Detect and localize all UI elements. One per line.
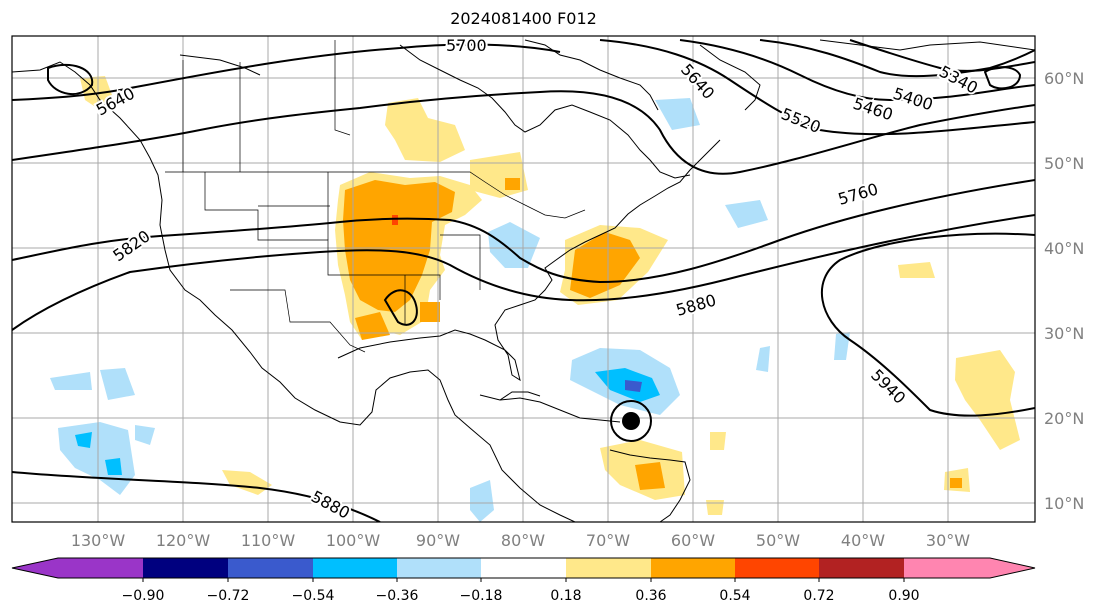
contour-label: 5520 [779, 104, 824, 137]
colorbar-tick: −0.18 [460, 588, 503, 604]
colorbar-tick: −0.72 [207, 588, 250, 604]
contour-label: 5820 [109, 226, 153, 265]
lon-label: 70°W [586, 531, 630, 550]
colorbar-segment [566, 558, 651, 578]
lat-label: 40°N [1044, 239, 1084, 258]
colorbar-tick: 0.90 [888, 588, 919, 604]
contour-label: 5460 [851, 94, 896, 125]
colorbar-segment [397, 558, 481, 578]
colorbar-tick: 0.72 [803, 588, 834, 604]
colorbar: −0.90 −0.72 −0.54 −0.36 −0.18 0.18 0.36 … [11, 557, 1036, 604]
colorbar-outline [11, 557, 1036, 579]
political-borders [165, 40, 586, 353]
lat-label: 30°N [1044, 324, 1084, 343]
height-contours [12, 39, 1035, 522]
contour-label: 5640 [677, 60, 718, 103]
coastlines [12, 39, 1035, 522]
lon-label: 60°W [671, 531, 715, 550]
colorbar-tick: −0.54 [292, 588, 335, 604]
lon-label: 130°W [71, 531, 126, 550]
lat-label: 10°N [1044, 494, 1084, 513]
longitude-labels: 130°W 120°W 110°W 100°W 90°W 80°W 70°W 6… [71, 531, 970, 550]
colorbar-segment [58, 558, 143, 578]
colorbar-segment [313, 558, 397, 578]
contour-label: 5760 [836, 179, 880, 208]
colorbar-segment [143, 558, 228, 578]
anomaly-shading [50, 76, 1020, 522]
map-frame [11, 35, 1036, 523]
colorbar-tick: 0.54 [719, 588, 750, 604]
contour-label: 5880 [308, 487, 353, 523]
contour-label: 5400 [891, 84, 936, 115]
colorbar-segment [735, 558, 819, 578]
lat-label: 50°N [1044, 154, 1084, 173]
lat-label: 60°N [1044, 69, 1084, 88]
lon-label: 50°W [756, 531, 800, 550]
lon-label: 110°W [241, 531, 296, 550]
colorbar-segment [651, 558, 735, 578]
contour-label: 5700 [446, 36, 487, 55]
contour-labels: 5700 5640 5640 5520 5460 5400 5340 5760 … [91, 36, 983, 523]
lon-label: 40°W [841, 531, 885, 550]
contour-label: 5940 [867, 365, 909, 407]
contour-label: 5880 [674, 290, 718, 319]
lon-label: 90°W [416, 531, 460, 550]
colorbar-segment [481, 558, 566, 578]
lon-label: 120°W [156, 531, 211, 550]
colorbar-tick: 0.36 [635, 588, 666, 604]
colorbar-tick: −0.90 [122, 588, 165, 604]
contour-label: 5340 [936, 62, 981, 98]
lon-label: 80°W [501, 531, 545, 550]
colorbar-segment [819, 558, 904, 578]
map-title: 2024081400 F012 [450, 9, 597, 28]
lat-label: 20°N [1044, 409, 1084, 428]
colorbar-segment [904, 558, 1035, 578]
colorbar-tick: −0.36 [376, 588, 419, 604]
latitude-labels: 60°N 50°N 40°N 30°N 20°N 10°N [1044, 69, 1084, 513]
lon-label: 100°W [326, 531, 381, 550]
colorbar-segment [228, 558, 313, 578]
lon-label: 30°W [926, 531, 970, 550]
colorbar-tick: 0.18 [550, 588, 581, 604]
